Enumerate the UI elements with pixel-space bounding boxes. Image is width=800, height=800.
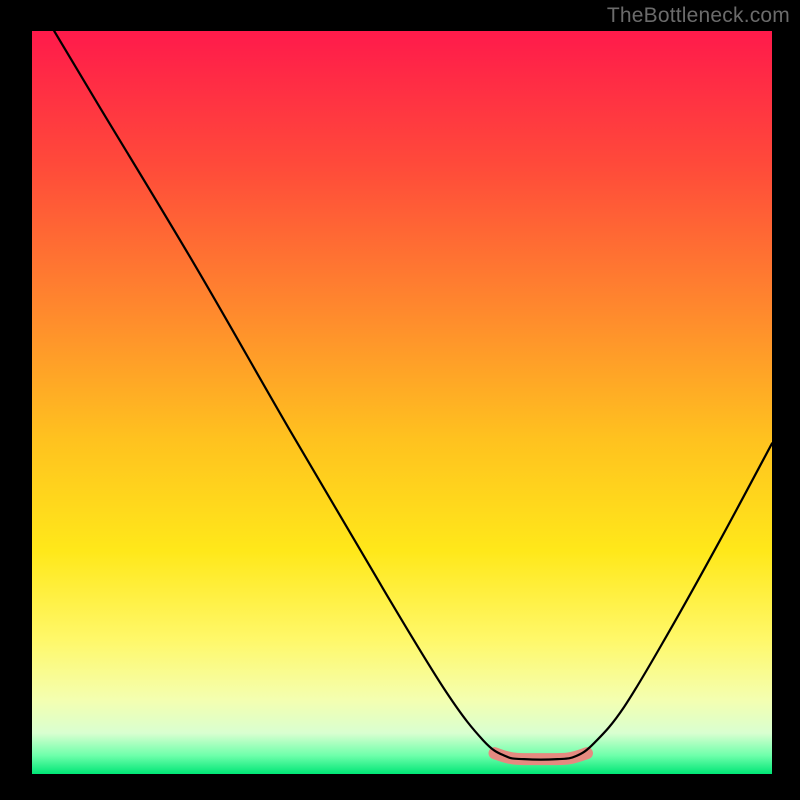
watermark-text: TheBottleneck.com: [607, 4, 790, 28]
plot-area: [32, 31, 772, 774]
chart-container: TheBottleneck.com: [0, 0, 800, 800]
plot-background: [32, 31, 772, 774]
chart-svg: [32, 31, 772, 774]
